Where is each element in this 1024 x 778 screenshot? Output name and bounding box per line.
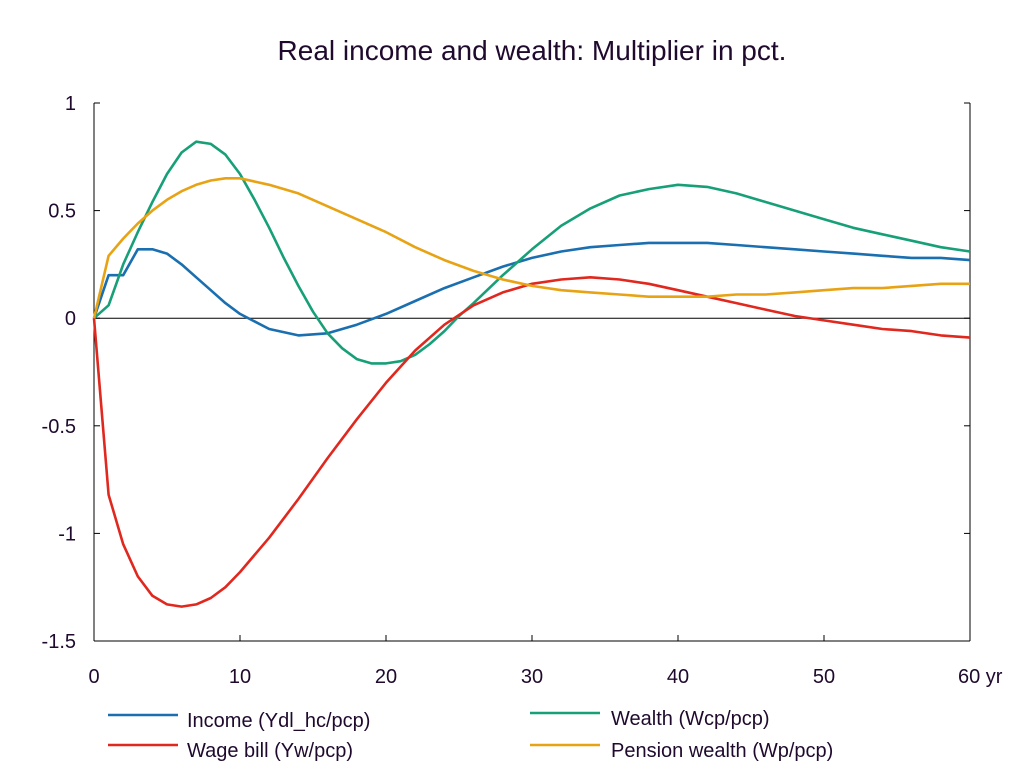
x-tick-label: 60 yr (958, 666, 1003, 688)
legend-label: Pension wealth (Wp/pcp) (611, 740, 833, 762)
y-tick-label: 1 (65, 93, 76, 115)
chart-title: Real income and wealth: Multiplier in pc… (278, 35, 787, 66)
y-tick-label: -0.5 (42, 416, 76, 438)
series-line-income (92, 241, 971, 337)
y-tick-label: 0.5 (48, 201, 76, 223)
y-tick-label: 0 (65, 308, 76, 330)
x-tick-label: 30 (521, 666, 543, 688)
y-tick-label: -1.5 (42, 631, 76, 653)
axis-ticks (93, 102, 971, 642)
series-line-wage (92, 276, 971, 608)
x-tick-label: 0 (88, 666, 99, 688)
legend-label: Wage bill (Yw/pcp) (187, 740, 353, 762)
y-tick-label: -1 (58, 523, 76, 545)
x-tick-label: 10 (229, 666, 251, 688)
axis-tick-labels: 1 0.5 0 -0.5 -1 -1.5 0 10 20 30 40 50 60 yr (42, 93, 1003, 688)
plot-area (93, 103, 971, 642)
series-lines (92, 140, 971, 608)
legend: Income (Ydl_hc/pcp) Wealth (Wcp/pcp) Wage … (108, 708, 833, 762)
x-tick-label: 50 (813, 666, 835, 688)
x-tick-label: 20 (375, 666, 397, 688)
x-tick-label: 40 (667, 666, 689, 688)
legend-label: Wealth (Wcp/pcp) (611, 708, 770, 730)
series-line-pension (92, 177, 970, 319)
legend-label: Income (Ydl_hc/pcp) (187, 710, 370, 732)
